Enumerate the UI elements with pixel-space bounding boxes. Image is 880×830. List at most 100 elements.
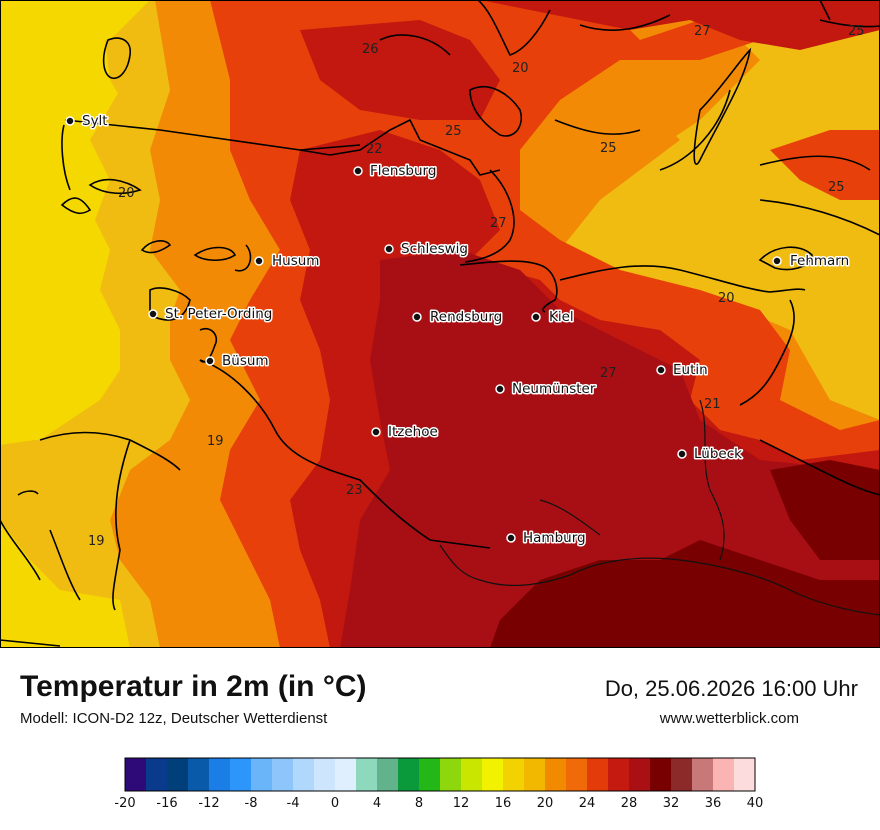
legend-tick-label: 16 [495, 796, 512, 811]
sylt-island [105, 38, 130, 100]
legend-swatch [230, 758, 252, 791]
north-sea [0, 0, 115, 445]
legend-swatch [650, 758, 672, 791]
city-neumuenster[interactable]: Neumünster [495, 380, 597, 399]
temperature-map[interactable]: 26 27 25 20 25 22 25 25 20 27 20 27 21 1… [0, 0, 880, 648]
contour-label: 26 [362, 42, 379, 57]
contour-label: 19 [207, 434, 224, 449]
map-title: Temperatur in 2m (in °C) [20, 670, 367, 703]
temp-zone-28 [340, 250, 880, 648]
svg-text:Fehmarn: Fehmarn [790, 253, 849, 269]
legend-tick-label: -8 [245, 796, 258, 811]
city-buesum[interactable]: Büsum [205, 352, 270, 371]
city-markers: Sylt Flensburg Schleswig Husum St. Peter… [65, 112, 851, 548]
legend-swatch [293, 758, 315, 791]
contour-label: 19 [88, 534, 105, 549]
legend-swatch [713, 758, 735, 791]
legend-swatch [251, 758, 273, 791]
city-st-peter-ording[interactable]: St. Peter-Ording [148, 305, 274, 324]
legend-tick-label: 0 [331, 796, 339, 811]
legend-swatch [167, 758, 189, 791]
svg-text:Eutin: Eutin [673, 362, 708, 378]
city-rendsburg[interactable]: Rendsburg [412, 308, 504, 327]
city-eutin[interactable]: Eutin [656, 361, 709, 380]
legend-tick-label: -20 [114, 796, 135, 811]
svg-text:Lübeck: Lübeck [694, 446, 742, 462]
legend-swatch [461, 758, 483, 791]
legend-swatch [482, 758, 504, 791]
legend-swatch [398, 758, 420, 791]
legend-swatch [566, 758, 588, 791]
legend-swatch [524, 758, 546, 791]
svg-text:Neumünster: Neumünster [512, 381, 596, 397]
legend-tick-label: 24 [579, 796, 596, 811]
color-legend: -20 -16 -12 -8 -4 0 4 8 12 16 20 24 28 32 36 40 [0, 748, 880, 818]
contour-labels: 26 27 25 20 25 22 25 25 20 27 20 27 21 1… [88, 24, 865, 549]
legend-tick-label: -4 [287, 796, 300, 811]
contour-label: 25 [600, 141, 617, 156]
contour-label: 21 [704, 397, 721, 412]
legend-tick-label: 36 [705, 796, 722, 811]
city-luebeck[interactable]: Lübeck [677, 445, 744, 464]
state-borders [439, 399, 880, 616]
svg-text:Büsum: Büsum [222, 353, 269, 369]
svg-text:Schleswig: Schleswig [401, 241, 468, 257]
contour-label: 20 [718, 291, 735, 306]
legend-swatch [545, 758, 567, 791]
svg-text:St. Peter-Ording: St. Peter-Ording [165, 306, 272, 322]
legend-tick-label: 12 [453, 796, 470, 811]
city-kiel[interactable]: Kiel [531, 308, 575, 327]
city-schleswig[interactable]: Schleswig [384, 240, 470, 259]
footer-panel: Temperatur in 2m (in °C) Modell: ICON-D2… [0, 648, 880, 830]
map-canvas: 26 27 25 20 25 22 25 25 20 27 20 27 21 1… [0, 0, 880, 648]
legend-swatch [335, 758, 357, 791]
legend-swatch [587, 758, 609, 791]
city-fehmarn[interactable]: Fehmarn [772, 252, 851, 271]
legend-swatch [629, 758, 651, 791]
svg-text:Itzehoe: Itzehoe [388, 424, 438, 440]
legend-swatch [440, 758, 462, 791]
contour-label: 25 [848, 24, 865, 39]
legend-swatch [377, 758, 399, 791]
legend-swatch [503, 758, 525, 791]
legend-swatch [734, 758, 756, 791]
svg-text:Hamburg: Hamburg [523, 530, 586, 546]
website-link[interactable]: www.wetterblick.com [659, 710, 799, 727]
model-subtitle: Modell: ICON-D2 12z, Deutscher Wetterdie… [20, 710, 328, 727]
legend-swatch [671, 758, 693, 791]
legend-tick-label: 8 [415, 796, 423, 811]
legend-swatch [314, 758, 336, 791]
legend-canvas: -20 -16 -12 -8 -4 0 4 8 12 16 20 24 28 32 36 40 [114, 757, 763, 811]
coastlines [0, 0, 880, 647]
legend-swatch [356, 758, 378, 791]
legend-swatch [209, 758, 231, 791]
legend-tick-label: 32 [663, 796, 680, 811]
legend-swatch [125, 758, 147, 791]
contour-label: 20 [118, 186, 135, 201]
city-itzehoe[interactable]: Itzehoe [371, 423, 439, 442]
temp-zone-30 [490, 540, 880, 648]
svg-text:Flensburg: Flensburg [370, 163, 436, 179]
city-hamburg[interactable]: Hamburg [506, 529, 587, 548]
legend-swatch [188, 758, 210, 791]
svg-text:Husum: Husum [272, 253, 319, 269]
legend-tick-label: 28 [621, 796, 638, 811]
svg-text:Kiel: Kiel [549, 309, 574, 325]
contour-label: 20 [512, 61, 529, 76]
contour-label: 25 [828, 180, 845, 195]
legend-swatch [608, 758, 630, 791]
city-sylt[interactable]: Sylt [65, 112, 109, 131]
legend-tick-label: 4 [373, 796, 381, 811]
city-flensburg[interactable]: Flensburg [353, 162, 438, 181]
baltic-red-patch [770, 130, 880, 200]
svg-text:Sylt: Sylt [82, 113, 108, 129]
contour-label: 27 [694, 24, 711, 39]
contour-label: 27 [490, 216, 507, 231]
legend-swatch [146, 758, 168, 791]
legend-tick-label: -16 [156, 796, 177, 811]
north-hot-patch [300, 20, 500, 120]
contour-label: 23 [346, 483, 363, 498]
legend-swatch [692, 758, 714, 791]
forecast-datetime: Do, 25.06.2026 16:00 Uhr [604, 676, 858, 701]
city-husum[interactable]: Husum [254, 252, 321, 271]
